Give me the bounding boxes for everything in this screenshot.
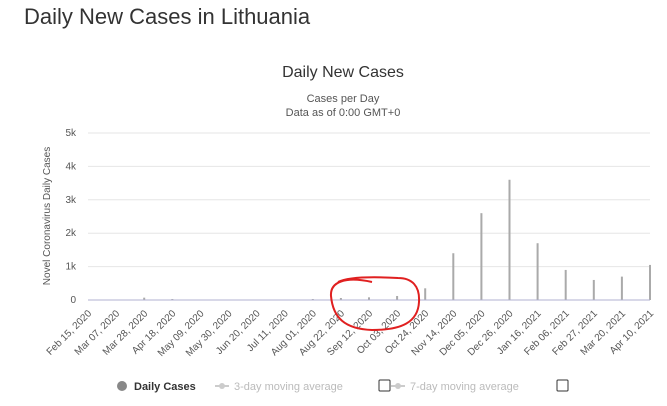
legend-checkbox[interactable] (378, 379, 391, 392)
y-axis-label: Novel Coronavirus Daily Cases (42, 147, 53, 285)
legend-marker-dot[interactable] (219, 383, 225, 389)
y-tick-label: 4k (65, 161, 77, 172)
bar (564, 269, 567, 300)
y-tick-label: 3k (65, 195, 77, 206)
chart-subtitle-line-1: Cases per Day (307, 93, 380, 105)
bar (592, 279, 595, 300)
bar (396, 295, 399, 300)
bar (649, 264, 651, 300)
annotation-circle-path (329, 276, 421, 332)
legend[interactable]: Daily Cases 3-day moving average 7-day mov… (117, 379, 569, 393)
bars (88, 179, 651, 301)
y-tick-label: 5k (65, 128, 77, 139)
bar (171, 298, 174, 300)
bar (508, 179, 511, 300)
legend-checkbox[interactable] (556, 379, 569, 392)
y-tick-label: 2k (65, 228, 77, 239)
bar (311, 298, 314, 300)
page-title: Daily New Cases in Lithuania (24, 4, 311, 29)
bar (452, 253, 455, 300)
annotation-circle (329, 276, 421, 332)
y-axis-ticks: 0 1k 2k 3k 4k 5k (65, 128, 77, 306)
y-tick-label: 0 (70, 295, 76, 306)
chart-subtitle-line-2: Data as of 0:00 GMT+0 (286, 107, 401, 119)
bar (480, 213, 483, 300)
chart-title: Daily New Cases (282, 64, 404, 81)
legend-label[interactable]: 7-day moving average (410, 381, 519, 393)
legend-marker[interactable] (117, 381, 127, 391)
bar (143, 297, 146, 300)
legend-label[interactable]: Daily Cases (134, 381, 196, 393)
bar (620, 276, 623, 300)
bar (339, 297, 342, 300)
bar (368, 297, 370, 300)
y-tick-label: 1k (65, 262, 77, 273)
legend-marker-dot[interactable] (395, 383, 401, 389)
bar (536, 243, 539, 300)
bar (424, 288, 427, 300)
legend-label[interactable]: 3-day moving average (234, 381, 343, 393)
